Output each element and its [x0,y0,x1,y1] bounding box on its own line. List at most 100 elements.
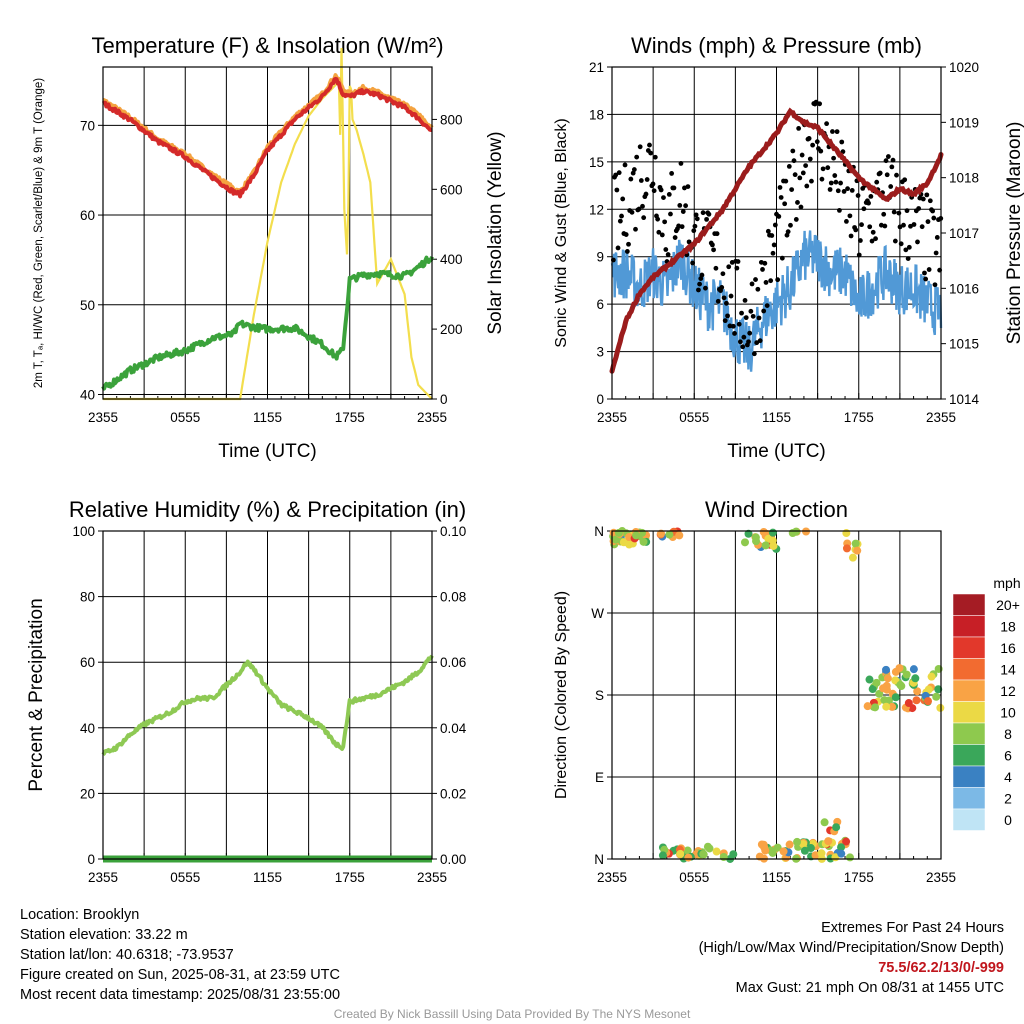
direction-point [832,823,841,832]
gust-point [825,165,831,171]
gust-point [727,323,733,329]
gust-point [818,148,824,154]
gust-point [775,277,781,283]
gust-point [778,195,784,200]
gust-point [699,272,705,278]
x-tick-label: 1155 [762,870,791,885]
gust-point [933,250,939,256]
x-tick-label: 2355 [926,410,956,425]
x-tick-label: 1755 [335,410,365,425]
gust-point [614,187,620,193]
gust-point [765,228,771,234]
gust-point [757,338,763,344]
panel-2: 2355 0555 1155 1755 2355 0 3 6 9 12 15 18 21 1014 1015… [553,33,1024,462]
gust-point [722,318,728,324]
direction-point [614,528,623,537]
y-tick-label: 60 [80,208,95,223]
colorbar-swatch [952,744,986,767]
x-tick-label: 0555 [679,410,709,425]
y-tick-label: 15 [589,155,604,170]
x-tick-label: 2355 [417,870,447,885]
gust-point [633,226,638,232]
gust-point [691,228,697,234]
chart-title: Relative Humidity (%) & Precipitation (i… [69,497,466,522]
gust-point [810,142,816,148]
direction-point [785,840,794,849]
direction-point [703,842,712,851]
panel-4: 2355 0555 1155 1755 2355 N E S W N Wind Direction D… [553,497,956,885]
x-tick-label: 2355 [926,870,956,885]
y-right-tick-label: 200 [440,322,463,337]
gust-point [643,191,649,197]
direction-point [712,847,721,856]
gust-point [746,339,751,345]
gust-point [902,177,908,183]
colorbar-swatch [952,787,986,810]
direction-point [936,703,945,712]
gust-point [622,162,628,168]
direction-point [773,843,782,852]
x-tick-label: 1155 [762,410,791,425]
y-tick-label: E [595,770,604,785]
direction-point [632,531,641,540]
y-right-tick-label: 0 [440,392,448,407]
gust-point [615,245,621,251]
gust-point [791,158,797,164]
gust-point [783,178,789,184]
colorbar-label: 6 [1004,748,1012,764]
gust-point [866,200,871,206]
gust-point [832,173,838,178]
gust-point [762,260,768,266]
gust-point [923,276,929,282]
gust-point [870,229,876,235]
gust-point [809,178,814,184]
chart-title: Wind Direction [705,497,848,522]
gust-point [922,270,927,276]
gust-point [628,176,634,182]
direction-point [657,529,666,538]
x-tick-label: 1755 [844,410,874,425]
colorbar-label: 8 [1004,726,1012,742]
direction-point [934,685,943,694]
direction-point [719,852,728,861]
gust-point [806,136,812,141]
gust-point [641,215,647,221]
gust-point [845,186,850,192]
colorbar-label: 18 [1000,619,1016,635]
gust-point [819,176,825,182]
gust-point [715,298,721,304]
gust-point [824,121,830,127]
direction-point [824,837,833,846]
gust-point [748,308,754,314]
gust-point [901,222,906,228]
direction-point [880,696,889,705]
x-tick-label: 0555 [170,410,200,425]
gust-point [686,239,692,245]
gust-point [747,330,753,336]
gust-point [934,235,940,240]
y-right-tick-label: 0.10 [440,524,466,539]
gust-point [743,315,749,321]
y-right-tick-label: 1016 [949,281,979,296]
gust-point [640,203,645,209]
direction-point [912,696,921,705]
gust-point [930,208,936,214]
gust-point [637,144,643,150]
colorbar-label: 2 [1004,791,1012,807]
direction-points [609,527,945,863]
gust-point [786,164,792,169]
gust-point [740,344,746,350]
y-tick-label: W [591,606,604,621]
gust-point [785,229,791,235]
gust-point [636,206,642,212]
direction-point [904,699,913,708]
colorbar: mph 20+ 18 16 14 12 10 8 6 4 2 0 [952,575,1021,831]
gust-point [613,172,619,178]
direction-point [761,541,770,550]
y-tick-label: 40 [80,388,95,403]
y-right-axis-label: Station Pressure (Maroon) [1004,122,1024,345]
colorbar-label: 10 [1000,705,1016,721]
gust-point [760,267,765,272]
extremes-info: Extremes For Past 24 Hours (High/Low/Max… [699,918,1004,998]
y-tick-label: 0 [596,392,604,407]
